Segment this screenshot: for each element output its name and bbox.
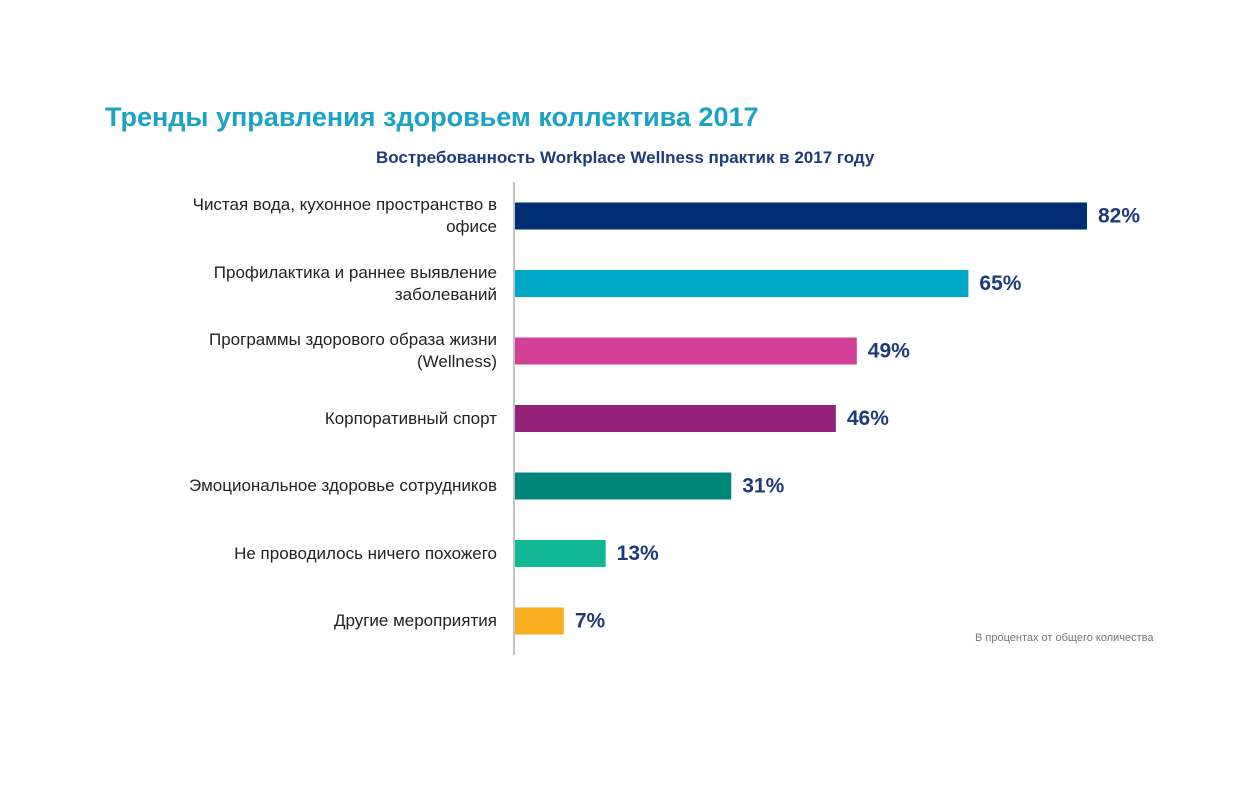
value-label: 7% bbox=[575, 610, 606, 633]
value-label: 65% bbox=[979, 272, 1021, 295]
category-label: Профилактика и раннее выявление заболева… bbox=[213, 262, 497, 304]
bar bbox=[515, 270, 969, 297]
bar bbox=[515, 540, 606, 567]
bar bbox=[515, 405, 836, 432]
chart-subtitle: Востребованность Workplace Wellness прак… bbox=[376, 148, 875, 167]
value-label: 31% bbox=[742, 475, 784, 498]
category-label: Эмоциональное здоровье сотрудников bbox=[189, 476, 497, 495]
category-label: Не проводилось ничего похожего bbox=[234, 543, 497, 563]
value-label: 82% bbox=[1098, 205, 1140, 228]
bar bbox=[515, 472, 732, 500]
note: В процентах от общего количества bbox=[975, 632, 1154, 644]
category-label: Корпоративный спорт bbox=[324, 408, 497, 428]
category-label: Другие мероприятия bbox=[333, 611, 497, 630]
bar bbox=[515, 202, 1087, 230]
bar bbox=[515, 337, 857, 365]
value-label: 46% bbox=[847, 407, 889, 430]
value-label: 13% bbox=[617, 542, 659, 565]
value-label: 49% bbox=[868, 340, 910, 363]
category-label: Чистая вода, кухонное пространство в офи… bbox=[192, 195, 497, 236]
bar bbox=[515, 607, 564, 635]
chart-title: Тренды управления здоровьем коллектива 2… bbox=[105, 102, 759, 132]
category-label: Программы здорового образа жизни (Wellne… bbox=[209, 330, 497, 371]
